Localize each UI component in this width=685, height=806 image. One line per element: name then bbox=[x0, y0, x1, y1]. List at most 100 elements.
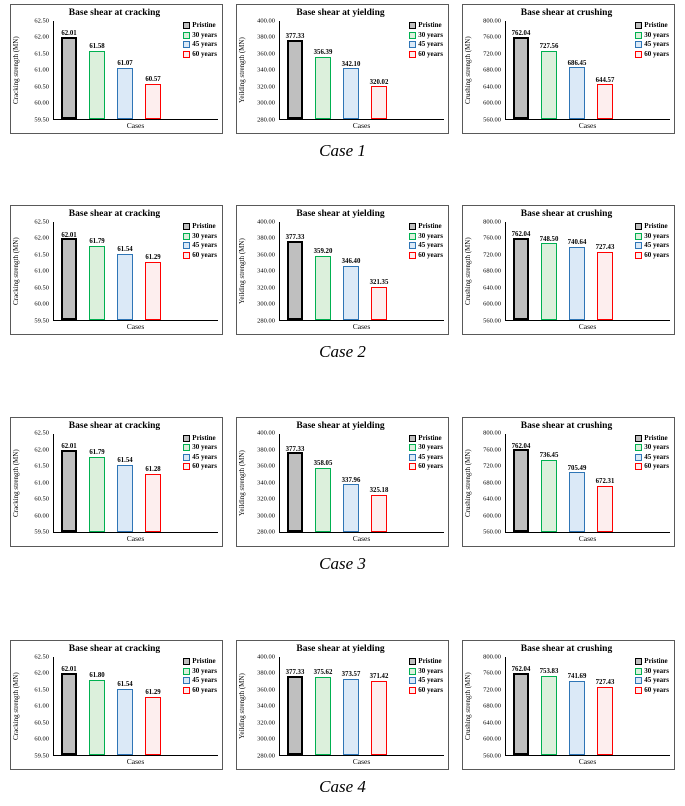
legend-item-45-years: 45 years bbox=[409, 41, 443, 48]
y-tick-label: 61.50 bbox=[34, 462, 49, 470]
bar-value-label: 356.39 bbox=[313, 48, 333, 56]
bar-value-label: 371.42 bbox=[369, 672, 389, 680]
chart-row: Base shear at cracking Cracking strength … bbox=[9, 416, 676, 547]
legend-item-45-years: 45 years bbox=[409, 453, 443, 461]
y-tick-label: 61.50 bbox=[34, 49, 49, 57]
y-tick-label: 400.00 bbox=[257, 429, 275, 437]
case-caption: Case 1 bbox=[319, 141, 366, 160]
bar-value-label: 644.57 bbox=[595, 76, 615, 84]
legend-item-60-years: 60 years bbox=[409, 462, 443, 471]
legend-label: 45 years bbox=[192, 241, 217, 250]
y-tick-label: 280.00 bbox=[257, 751, 275, 759]
bar-value-label: 62.01 bbox=[61, 443, 77, 450]
y-axis-title: Cracking strength (MN) bbox=[12, 238, 20, 306]
y-tick-label: 560.00 bbox=[483, 528, 501, 536]
y-tick-label: 62.50 bbox=[34, 429, 49, 437]
legend-marker-45-years bbox=[635, 41, 643, 48]
legend-label: 45 years bbox=[644, 40, 669, 48]
bar-pristine: 62.01 bbox=[61, 443, 77, 532]
legend-marker-30-years bbox=[409, 232, 417, 240]
bar-value-label: 753.83 bbox=[539, 668, 559, 676]
legend-marker-60-years bbox=[183, 251, 191, 259]
legend-item-pristine: Pristine bbox=[183, 434, 217, 442]
y-tick-label: 280.00 bbox=[257, 528, 275, 536]
bar-chart: Base shear at cracking Cracking strength … bbox=[10, 416, 223, 547]
bar-chart: Base shear at crushing Crushing strength … bbox=[462, 4, 675, 134]
legend-item-30-years: 30 years bbox=[635, 444, 669, 452]
bar-pristine: 762.04 bbox=[512, 231, 530, 321]
plot-area: 762.04 748.50 740.64 727.43 Pristine 30 years… bbox=[505, 222, 670, 322]
legend-item-30-years: 30 years bbox=[635, 232, 669, 240]
legend-marker-60-years bbox=[635, 50, 643, 58]
y-tick-label: 60.00 bbox=[34, 99, 49, 107]
y-tick-label: 60.50 bbox=[34, 284, 49, 292]
y-axis-ticks: 560.00 600.00 640.00 680.00 720.00 760.00 800.… bbox=[474, 430, 505, 535]
legend-label: 60 years bbox=[418, 462, 443, 471]
x-axis-title: Cases bbox=[578, 757, 597, 767]
legend-marker-pristine bbox=[183, 22, 191, 29]
bar-60-years: 325.18 bbox=[370, 487, 388, 532]
bar-60-years: 61.29 bbox=[145, 689, 161, 756]
y-axis-title: Cracking strength (MN) bbox=[12, 672, 20, 741]
bar-chart: Base shear at yielding Yeilding strength … bbox=[236, 416, 449, 547]
y-tick-label: 61.00 bbox=[34, 702, 49, 710]
legend-item-60-years: 60 years bbox=[183, 251, 217, 259]
bar-pristine: 762.04 bbox=[512, 30, 530, 119]
y-axis-ticks: 560.00 600.00 640.00 680.00 720.00 760.00 800.… bbox=[474, 219, 505, 324]
bar-45-years: 61.07 bbox=[117, 60, 133, 119]
y-axis-ticks: 59.50 60.00 60.50 61.00 61.50 62.00 62.50 bbox=[22, 429, 53, 535]
bar-60-years: 672.31 bbox=[596, 478, 614, 532]
y-axis-ticks: 59.50 60.00 60.50 61.00 61.50 62.00 62.50 bbox=[22, 653, 53, 758]
y-tick-label: 760.00 bbox=[483, 33, 501, 41]
bar-45-years: 705.49 bbox=[568, 465, 586, 532]
legend-item-45-years: 45 years bbox=[183, 453, 217, 461]
legend-label: 30 years bbox=[644, 30, 669, 39]
chart-title: Base shear at cracking bbox=[68, 644, 161, 655]
bar-chart: Base shear at yielding Yeilding strength … bbox=[236, 640, 449, 771]
bar-value-label: 61.54 bbox=[117, 245, 133, 253]
chart-row: Base shear at cracking Cracking strength … bbox=[9, 205, 676, 336]
legend-item-60-years: 60 years bbox=[183, 463, 217, 471]
legend-label: 45 years bbox=[418, 676, 443, 685]
bar-value-label: 740.64 bbox=[567, 238, 587, 246]
legend-label: 45 years bbox=[644, 676, 669, 685]
chart-title: Base shear at yielding bbox=[296, 644, 385, 655]
bar-chart: Base shear at cracking Cracking strength … bbox=[10, 4, 223, 134]
legend-item-pristine: Pristine bbox=[183, 22, 217, 29]
legend-marker-pristine bbox=[635, 434, 643, 442]
legend-marker-60-years bbox=[409, 50, 417, 58]
bar-45-years: 686.45 bbox=[568, 60, 586, 119]
y-axis-ticks: 280.00 300.00 320.00 340.00 360.00 380.00 400.… bbox=[248, 429, 279, 535]
bar-chart: Base shear at crushing Crushing strength … bbox=[462, 205, 675, 336]
bar-60-years: 61.29 bbox=[145, 254, 161, 321]
y-tick-label: 300.00 bbox=[257, 512, 275, 520]
bar-value-label: 762.04 bbox=[511, 231, 531, 239]
legend-marker-pristine bbox=[409, 223, 417, 231]
bar-value-label: 727.56 bbox=[539, 42, 559, 50]
legend-item-pristine: Pristine bbox=[635, 658, 669, 666]
legend-marker-45-years bbox=[409, 677, 417, 685]
bar-value-label: 62.01 bbox=[61, 30, 77, 38]
y-tick-label: 60.50 bbox=[34, 495, 49, 503]
legend-item-60-years: 60 years bbox=[183, 686, 217, 694]
bar-value-label: 61.07 bbox=[117, 59, 133, 67]
chart-title: Base shear at cracking bbox=[68, 209, 161, 220]
legend-item-45-years: 45 years bbox=[409, 242, 443, 250]
legend-label: Pristine bbox=[644, 21, 668, 29]
y-tick-label: 560.00 bbox=[483, 751, 501, 759]
legend-item-45-years: 45 years bbox=[635, 242, 669, 250]
legend-label: Pristine bbox=[644, 433, 668, 442]
bar-45-years: 337.96 bbox=[342, 477, 360, 532]
bar-45-years: 342.10 bbox=[342, 61, 360, 119]
legend-label: 45 years bbox=[644, 452, 669, 461]
y-tick-label: 62.00 bbox=[34, 234, 49, 242]
bar-30-years: 61.58 bbox=[89, 43, 105, 119]
bar-value-label: 62.01 bbox=[61, 231, 77, 239]
legend-item-60-years: 60 years bbox=[409, 686, 443, 694]
y-tick-label: 680.00 bbox=[483, 702, 501, 710]
chart-title: Base shear at cracking bbox=[68, 420, 161, 431]
y-tick-label: 61.50 bbox=[34, 251, 49, 259]
legend: Pristine 30 years 45 years 60 years bbox=[183, 22, 217, 58]
y-axis-ticks: 280.00 300.00 320.00 340.00 360.00 380.00 400.… bbox=[248, 219, 279, 324]
legend-marker-30-years bbox=[183, 444, 191, 452]
